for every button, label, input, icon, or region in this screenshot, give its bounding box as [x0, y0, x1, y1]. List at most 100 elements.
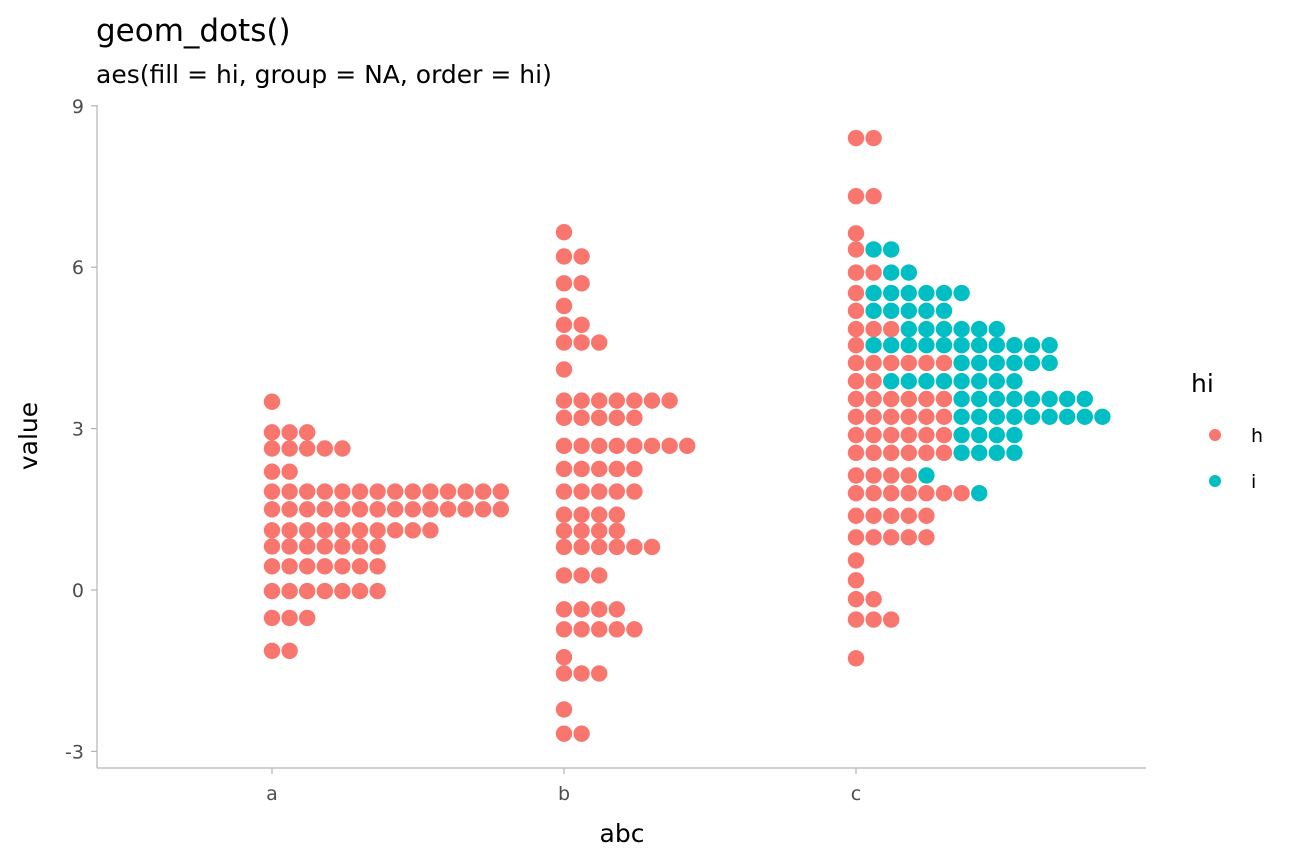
dot-h [555, 701, 573, 718]
y-axis-title: value [14, 402, 43, 470]
dot-h [883, 390, 900, 408]
dot-h [281, 424, 298, 441]
dot-i [883, 337, 900, 354]
dot-h [847, 507, 865, 524]
dot-i [918, 467, 935, 484]
dot-h [900, 507, 917, 524]
dot-h [316, 558, 333, 575]
dot-h [316, 522, 333, 539]
dot-h [918, 426, 935, 444]
dot-h [626, 392, 643, 409]
dot-h [263, 424, 281, 441]
dot-h [422, 522, 439, 539]
dot-i [1006, 408, 1023, 425]
dot-i [1023, 354, 1041, 372]
dot-i [953, 426, 970, 444]
dot-h [334, 501, 351, 518]
dot-h [387, 483, 404, 500]
dot-i [971, 444, 988, 462]
chart-subtitle: aes(fill = hi, group = NA, order = hi) [96, 60, 552, 89]
dot-i [1023, 408, 1041, 425]
dot-h [865, 590, 882, 608]
dot-h [591, 601, 608, 618]
dot-i [1006, 426, 1023, 444]
dot-h [573, 409, 590, 427]
dot-i [971, 426, 988, 444]
dot-i [918, 284, 935, 302]
dot-h [626, 437, 643, 455]
dot-h [900, 408, 917, 425]
dot-h [608, 506, 625, 523]
dot-h [369, 582, 386, 600]
dot-h [457, 483, 474, 500]
dot-h [883, 467, 900, 484]
dot-i [935, 302, 953, 319]
dot-h [608, 483, 625, 500]
dot-i [900, 302, 917, 319]
dot-h [900, 354, 917, 372]
dot-h [847, 284, 865, 302]
dot-h [263, 538, 281, 555]
dot-h [865, 611, 882, 628]
dot-h [555, 316, 573, 333]
dot-i [1041, 390, 1058, 408]
dot-h [865, 467, 882, 484]
dot-i [953, 390, 970, 408]
dot-h [281, 538, 298, 555]
dot-h [847, 484, 865, 502]
dot-h [573, 483, 590, 500]
dot-h [351, 483, 369, 500]
dot-h [263, 463, 281, 480]
dot-i [935, 373, 953, 390]
dot-i [953, 337, 970, 354]
dot-h [865, 390, 882, 408]
dot-i [953, 408, 970, 425]
dot-h [608, 601, 625, 618]
x-axis-ticks: a b c [266, 768, 861, 805]
dot-i [900, 337, 917, 354]
dot-h [865, 408, 882, 425]
dot-h [263, 393, 281, 410]
dot-h [847, 552, 865, 569]
dot-h [918, 444, 935, 462]
dot-h [281, 483, 298, 500]
dot-i [918, 373, 935, 390]
dot-i [1006, 373, 1023, 390]
dot-h [935, 484, 953, 502]
dot-h [591, 392, 608, 409]
dot-h [847, 302, 865, 319]
dot-h [661, 392, 678, 409]
dot-i [883, 284, 900, 302]
dot-i [971, 320, 988, 338]
dot-h [608, 437, 625, 455]
dot-i [883, 373, 900, 390]
dot-h [422, 483, 439, 500]
dot-h [865, 373, 882, 390]
dot-h [900, 426, 917, 444]
dot-h [626, 409, 643, 427]
dot-i [953, 444, 970, 462]
dot-h [369, 501, 386, 518]
dot-i [1076, 390, 1094, 408]
dot-h [847, 373, 865, 390]
dot-h [847, 320, 865, 338]
dot-h [351, 538, 369, 555]
dot-h [847, 444, 865, 462]
dot-i [1006, 444, 1023, 462]
dot-h [591, 538, 608, 556]
dot-h [865, 129, 882, 147]
dot-i [900, 284, 917, 302]
dot-h [883, 426, 900, 444]
dot-i [900, 264, 917, 281]
dot-h [865, 264, 882, 281]
dot-i [900, 373, 917, 390]
dot-h [883, 484, 900, 502]
legend-entries: hi [1209, 425, 1263, 493]
dot-h [316, 501, 333, 518]
dot-i [1041, 337, 1058, 354]
dot-h [334, 538, 351, 555]
dot-i [865, 284, 882, 302]
legend-key-i [1209, 475, 1221, 487]
dot-h [883, 444, 900, 462]
